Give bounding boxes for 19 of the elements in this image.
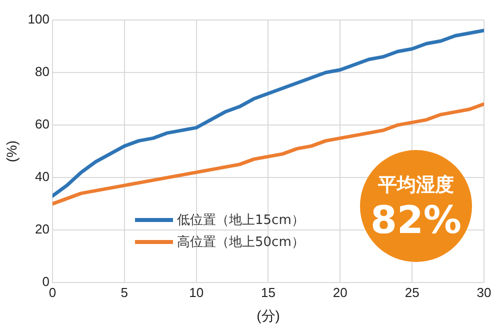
x-tick-label: 15 [261,284,276,300]
annotation: 平均湿度 [377,173,455,198]
x-tick-label: 20 [332,284,348,300]
y-axis-title: (%) [3,140,20,162]
y-tick-label: 80 [35,64,50,80]
y-tick-label: 20 [35,222,50,237]
y-tick-label: 40 [35,169,50,184]
x-axis-title: (分) [256,307,280,324]
x-tick-label: 25 [404,284,420,300]
x-tick-label: 30 [476,284,492,300]
annotation: 82% [370,198,462,242]
y-tick-label: 60 [35,116,50,132]
y-tick-label: 0 [42,274,50,290]
y-tick-label: 100 [28,12,50,27]
circle-badge: 平均湿度 82% [360,150,472,262]
legend-label: 低位置（地上15cm） [176,212,304,230]
x-tick-label: 5 [120,284,128,300]
x-tick-label: 10 [189,284,204,300]
legend-label: 高位置（地上50cm） [176,234,304,252]
